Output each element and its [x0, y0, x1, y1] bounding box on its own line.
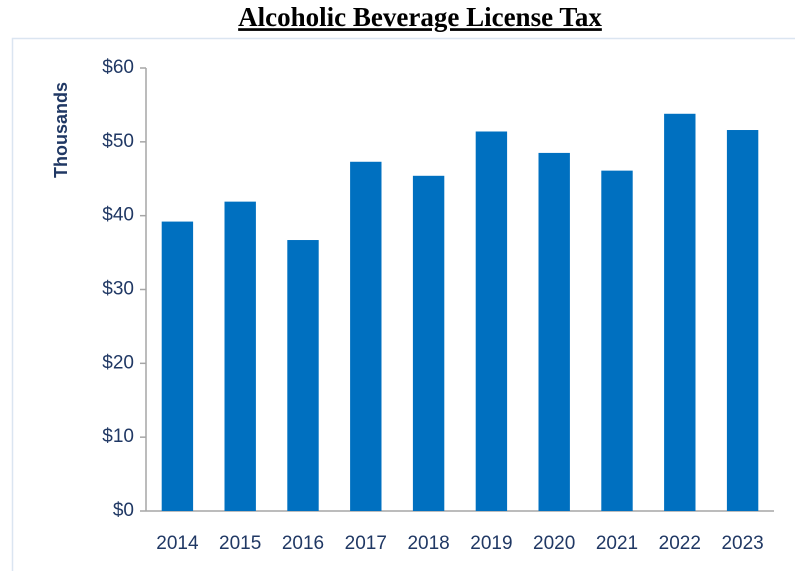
bar [601, 170, 633, 511]
bar [475, 131, 508, 511]
x-tick-label: 2021 [596, 533, 638, 554]
x-tick-label: 2019 [470, 533, 512, 554]
bar [538, 152, 570, 512]
x-tick-label: 2018 [407, 533, 449, 554]
x-tick-label: 2016 [282, 533, 324, 554]
bar [726, 130, 759, 511]
bar [224, 201, 256, 511]
x-tick-label: 2015 [219, 533, 261, 554]
x-tick-label: 2023 [721, 533, 763, 554]
bar [350, 161, 382, 512]
bar [161, 221, 194, 511]
y-tick-label: $20 [102, 352, 134, 373]
bar [664, 113, 696, 511]
y-tick-label: $30 [102, 279, 134, 300]
bar [287, 240, 319, 511]
bar [412, 175, 445, 511]
y-tick-label: $60 [102, 57, 134, 78]
x-tick-label: 2022 [659, 533, 701, 554]
x-tick-label: 2020 [533, 533, 575, 554]
y-axis-label: Thousands [51, 82, 71, 178]
y-tick-label: $40 [102, 205, 134, 226]
chart-frame [11, 37, 795, 571]
y-tick-label: $50 [102, 131, 134, 152]
x-tick-label: 2017 [345, 533, 387, 554]
y-tick-label: $10 [102, 426, 134, 447]
y-tick-label: $0 [113, 500, 134, 521]
chart-title: Alcoholic Beverage License Tax [238, 2, 602, 32]
x-tick-label: 2014 [156, 533, 199, 554]
